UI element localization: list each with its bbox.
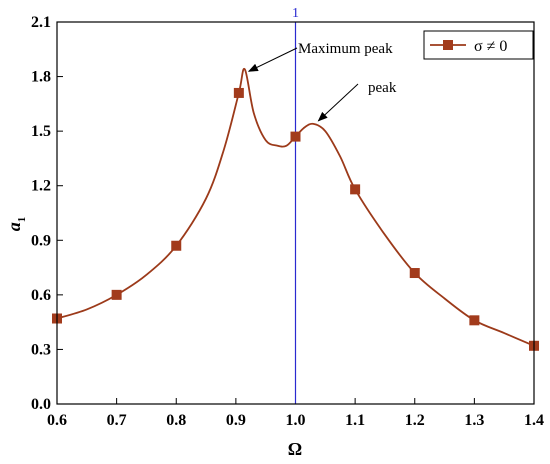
legend-marker: [443, 40, 453, 50]
annotation-arrow: [247, 47, 298, 72]
x-tick-label: 1.1: [345, 412, 365, 429]
y-tick-label: 1.5: [31, 123, 51, 140]
x-tick-label: 0.6: [47, 412, 67, 429]
annotation-arrow: [317, 83, 359, 122]
x-tick-label: 1.0: [286, 412, 306, 429]
legend: σ ≠ 0: [423, 30, 534, 60]
data-point: [469, 315, 480, 326]
x-tick-label: 1.2: [405, 412, 425, 429]
x-tick-label: 1.4: [524, 412, 544, 429]
data-point: [171, 240, 182, 251]
y-tick-label: 0.9: [31, 232, 51, 249]
data-point: [290, 131, 301, 142]
y-tick-label: 1.8: [31, 69, 51, 86]
x-tick-label: 0.7: [107, 412, 127, 429]
plot-frame: [56, 21, 535, 405]
data-point: [409, 268, 420, 279]
reference-line-label: 1: [292, 6, 299, 21]
y-tick-label: 0.3: [31, 341, 51, 358]
y-tick-label: 0.0: [31, 396, 51, 413]
data-point: [111, 289, 122, 300]
x-axis-title: Ω: [288, 439, 302, 459]
x-tick-label: 1.3: [464, 412, 484, 429]
data-point: [233, 87, 244, 98]
legend-label: σ ≠ 0: [474, 38, 507, 55]
y-axis-title: a1: [4, 217, 28, 232]
y-tick-label: 0.6: [31, 287, 51, 304]
x-tick-label: 0.9: [226, 412, 246, 429]
annotation-maximum-peak: Maximum peak: [298, 41, 393, 57]
x-tick-label: 0.8: [166, 412, 186, 429]
annotation-peak: peak: [368, 80, 397, 96]
data-point: [350, 184, 361, 195]
y-tick-label: 1.2: [31, 178, 51, 195]
y-tick-label: 2.1: [31, 14, 51, 31]
